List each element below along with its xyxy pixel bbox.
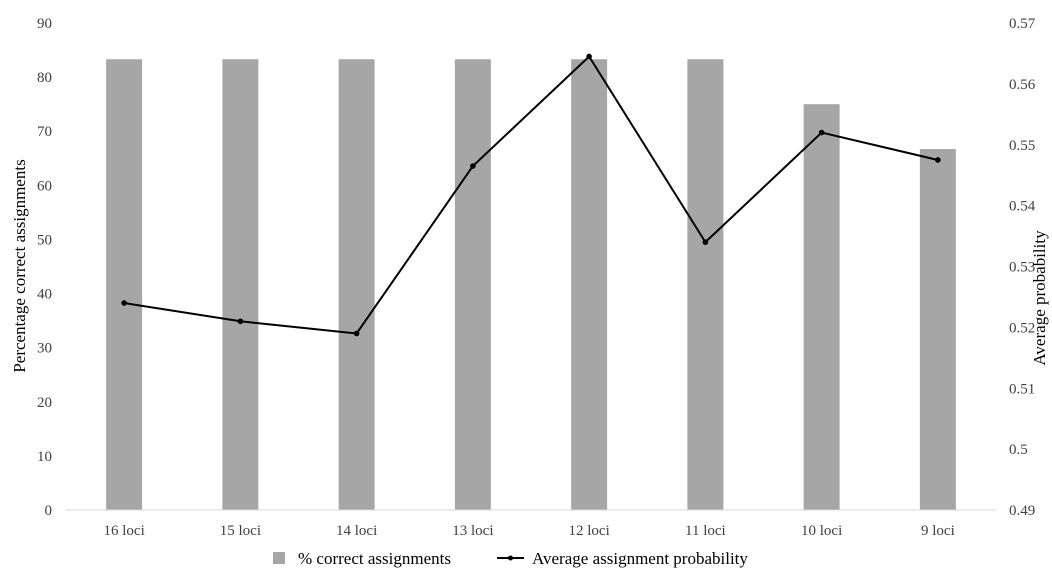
left-axis-tick-label: 40 [37, 287, 52, 303]
right-axis-tick-label: 0.57 [1009, 16, 1036, 32]
series-line [123, 55, 939, 335]
left-axis-tick-label: 80 [37, 70, 52, 86]
right-axis-title: Average probability [1030, 230, 1049, 366]
left-axis-tick-label: 10 [37, 449, 52, 465]
x-axis-tick-label: 12 loci [569, 523, 610, 539]
left-axis-title: Percentage correct assignments [10, 159, 29, 372]
x-axis-tick-label: 15 loci [220, 523, 261, 539]
line-point [935, 157, 941, 163]
legend-line-label: Average assignment probability [532, 549, 748, 568]
line-series [121, 53, 941, 337]
line-point [121, 300, 127, 306]
left-axis-tick-labels: 0 10 20 30 40 50 60 70 80 90 [37, 16, 52, 519]
left-axis-tick-label: 0 [45, 503, 53, 519]
legend: % correct assignments Average assignment… [273, 549, 748, 568]
right-axis-tick-label: 0.51 [1009, 381, 1035, 397]
legend-bar-swatch [273, 552, 285, 564]
left-axis-tick-label: 60 [37, 178, 52, 194]
bar [222, 59, 259, 510]
left-axis-tick-label: 30 [37, 341, 52, 357]
x-axis-tick-label: 13 loci [452, 523, 493, 539]
legend-line-marker [508, 555, 513, 561]
left-axis-tick-label: 50 [37, 232, 52, 248]
bar [919, 149, 956, 510]
x-axis-tick-label: 16 loci [104, 523, 145, 539]
x-axis-tick-labels: 16 loci 15 loci 14 loci 13 loci 12 loci 11 lo… [104, 523, 955, 539]
x-axis-tick-label: 14 loci [336, 523, 377, 539]
left-axis-tick-label: 90 [37, 16, 52, 32]
left-axis-tick-label: 20 [37, 395, 52, 411]
right-axis-tick-label: 0.52 [1009, 320, 1035, 336]
x-axis-tick-label: 11 loci [685, 523, 726, 539]
line-point [237, 318, 244, 325]
line-point [702, 239, 709, 245]
right-axis-tick-label: 0.56 [1009, 77, 1036, 93]
right-axis-tick-label: 0.5 [1009, 442, 1028, 458]
legend-bar-label: % correct assignments [298, 549, 451, 568]
line-point [818, 129, 825, 136]
bar-series [106, 59, 956, 511]
right-axis-tick-labels: 0.49 0.5 0.51 0.52 0.53 0.54 0.55 0.56 0.57 [1009, 16, 1036, 519]
bar [687, 59, 724, 510]
bar [106, 59, 143, 510]
right-axis-tick-label: 0.55 [1009, 138, 1035, 154]
x-axis-tick-label: 10 loci [801, 523, 842, 539]
bar [338, 59, 375, 510]
bar [571, 59, 608, 510]
left-axis-tick-label: 70 [37, 124, 52, 140]
line-point [586, 53, 592, 60]
line-point [470, 163, 476, 169]
bar [454, 59, 491, 510]
line-point [353, 330, 360, 337]
right-axis-tick-label: 0.49 [1009, 503, 1035, 519]
x-axis-tick-label: 9 loci [921, 523, 955, 539]
bar [803, 104, 840, 511]
right-axis-tick-label: 0.53 [1009, 260, 1035, 276]
right-axis-tick-label: 0.54 [1009, 199, 1036, 215]
